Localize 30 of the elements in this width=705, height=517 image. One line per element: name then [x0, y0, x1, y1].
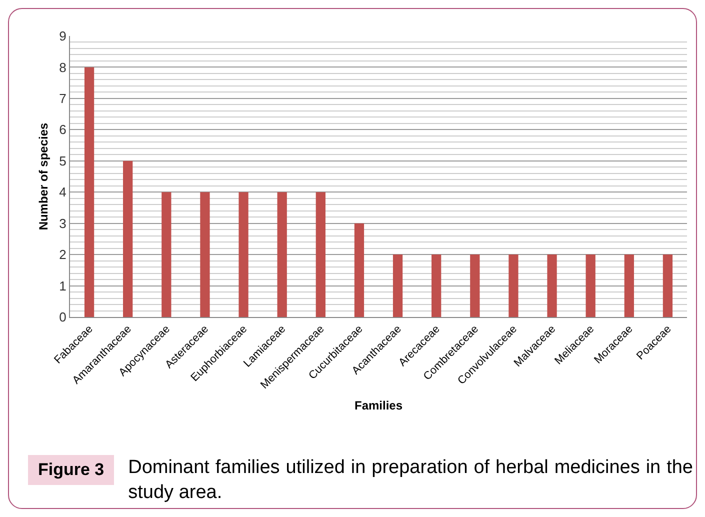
- bar: [238, 192, 248, 317]
- bar: [277, 192, 287, 317]
- y-tick-label: 1: [59, 278, 66, 294]
- bar: [432, 254, 442, 317]
- bar: [586, 254, 596, 317]
- bar: [354, 223, 364, 317]
- y-tick-label: 3: [59, 216, 66, 231]
- bar: [508, 254, 518, 317]
- caption: Figure 3: [28, 455, 114, 485]
- bar: [200, 192, 210, 317]
- bar: [624, 254, 634, 317]
- y-tick-label: 6: [59, 122, 66, 138]
- y-tick-label: 5: [59, 153, 66, 168]
- y-tick-label: 8: [59, 60, 66, 75]
- y-axis-title: Number of species: [36, 122, 50, 230]
- bar: [547, 254, 557, 317]
- y-tick-label: 4: [59, 184, 66, 200]
- bar: [392, 254, 403, 317]
- bar: [162, 192, 172, 317]
- bar: [470, 254, 480, 317]
- bar: [84, 67, 94, 317]
- y-tick-label: 7: [59, 90, 66, 106]
- bar: [316, 192, 326, 317]
- y-tick-label: 2: [59, 247, 66, 262]
- y-tick-label: 0: [59, 310, 66, 325]
- x-axis-title: Families: [354, 398, 403, 412]
- y-tick-label: 9: [59, 28, 66, 44]
- text: Dominant families utilized in preparation of herbal medicines in the study area.: [128, 456, 693, 505]
- bar: [123, 160, 133, 317]
- bar: [662, 254, 673, 317]
